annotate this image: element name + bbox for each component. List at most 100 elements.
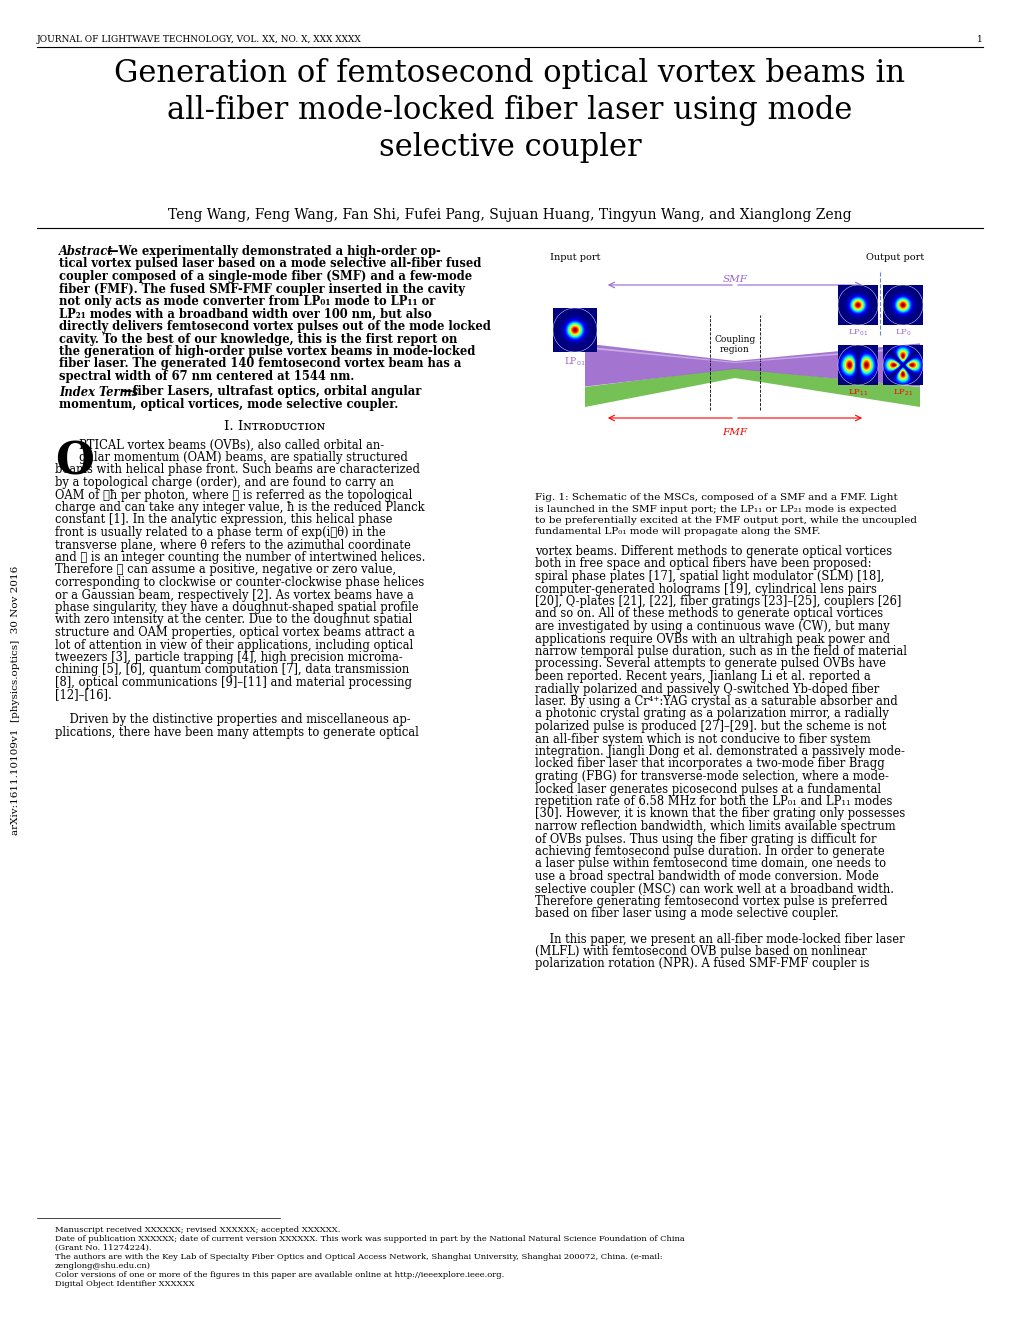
Text: applications require OVBs with an ultrahigh peak power and: applications require OVBs with an ultrah… [535, 632, 890, 645]
Text: (MLFL) with femtosecond OVB pulse based on nonlinear: (MLFL) with femtosecond OVB pulse based … [535, 945, 866, 958]
Text: by a topological charge (order), and are found to carry an: by a topological charge (order), and are… [55, 477, 393, 488]
Text: Date of publication XXXXXX; date of current version XXXXXX. This work was suppor: Date of publication XXXXXX; date of curr… [55, 1236, 684, 1243]
Text: Digital Object Identifier XXXXXX: Digital Object Identifier XXXXXX [55, 1280, 195, 1288]
Text: Generation of femtosecond optical vortex beams in
all-fiber mode-locked fiber la: Generation of femtosecond optical vortex… [114, 58, 905, 162]
Bar [882, 285, 922, 325]
Text: cavity. To the best of our knowledge, this is the first report on: cavity. To the best of our knowledge, th… [59, 333, 457, 346]
Text: Teng Wang, Feng Wang, Fan Shi, Fufei Pang, Sujuan Huang, Tingyun Wang, and Xiang: Teng Wang, Feng Wang, Fan Shi, Fufei Pan… [168, 209, 851, 222]
Text: 1: 1 [976, 36, 982, 44]
Text: computer-generated holograms [19], cylindrical lens pairs: computer-generated holograms [19], cylin… [535, 582, 876, 595]
Text: Fig. 1: Schematic of the MSCs, composed of a SMF and a FMF. Light: Fig. 1: Schematic of the MSCs, composed … [535, 492, 897, 502]
Text: charge and can take any integer value, ħ is the reduced Planck: charge and can take any integer value, ħ… [55, 502, 424, 513]
Text: grating (FBG) for transverse-mode selection, where a mode-: grating (FBG) for transverse-mode select… [535, 770, 888, 783]
Text: arXiv:1611.10109v1  [physics.optics]  30 Nov 2016: arXiv:1611.10109v1 [physics.optics] 30 N… [11, 565, 20, 834]
Text: [8], optical communications [9]–[11] and material processing: [8], optical communications [9]–[11] and… [55, 676, 412, 689]
Text: directly delivers femtosecond vortex pulses out of the mode locked: directly delivers femtosecond vortex pul… [59, 319, 490, 333]
Text: repetition rate of 6.58 MHz for both the LP₀₁ and LP₁₁ modes: repetition rate of 6.58 MHz for both the… [535, 795, 892, 808]
Text: JOURNAL OF LIGHTWAVE TECHNOLOGY, VOL. XX, NO. X, XXX XXXX: JOURNAL OF LIGHTWAVE TECHNOLOGY, VOL. XX… [37, 36, 362, 44]
Text: LP$_{0}$: LP$_{0}$ [894, 327, 910, 338]
Text: beams with helical phase front. Such beams are characterized: beams with helical phase front. Such bea… [55, 463, 420, 477]
Bar [838, 285, 877, 325]
Text: spiral phase plates [17], spatial light modulator (SLM) [18],: spiral phase plates [17], spatial light … [535, 570, 883, 583]
Text: processing. Several attempts to generate pulsed OVBs have: processing. Several attempts to generate… [535, 657, 886, 671]
Text: Coupling: Coupling [713, 335, 755, 345]
Text: O: O [55, 441, 94, 483]
Text: and ℓ is an integer counting the number of intertwined helices.: and ℓ is an integer counting the number … [55, 550, 425, 564]
Text: is launched in the SMF input port; the LP₁₁ or LP₂₁ mode is expected: is launched in the SMF input port; the L… [535, 504, 896, 513]
Text: lot of attention in view of their applications, including optical: lot of attention in view of their applic… [55, 639, 413, 652]
Text: In this paper, we present an all-fiber mode-locked fiber laser: In this paper, we present an all-fiber m… [535, 932, 904, 945]
Text: OAM of ℓħ per photon, where ℓ is referred as the topological: OAM of ℓħ per photon, where ℓ is referre… [55, 488, 412, 502]
Text: radially polarized and passively Q-switched Yb-doped fiber: radially polarized and passively Q-switc… [535, 682, 878, 696]
Bar [838, 345, 877, 385]
Text: selective coupler (MSC) can work well at a broadband width.: selective coupler (MSC) can work well at… [535, 883, 893, 895]
Text: Therefore generating femtosecond vortex pulse is preferred: Therefore generating femtosecond vortex … [535, 895, 887, 908]
Text: front is usually related to a phase term of exp(iℓθ) in the: front is usually related to a phase term… [55, 525, 385, 539]
Text: fundamental LP₀₁ mode will propagate along the SMF.: fundamental LP₀₁ mode will propagate alo… [535, 528, 819, 536]
Text: LP₂₁ modes with a broadband width over 100 nm, but also: LP₂₁ modes with a broadband width over 1… [59, 308, 431, 321]
Text: Color versions of one or more of the figures in this paper are available online : Color versions of one or more of the fig… [55, 1271, 503, 1279]
Text: zenglong@shu.edu.cn): zenglong@shu.edu.cn) [55, 1262, 151, 1270]
Text: based on fiber laser using a mode selective coupler.: based on fiber laser using a mode select… [535, 908, 838, 920]
Text: gular momentum (OAM) beams, are spatially structured: gular momentum (OAM) beams, are spatiall… [78, 451, 408, 465]
Text: a photonic crystal grating as a polarization mirror, a radially: a photonic crystal grating as a polariza… [535, 708, 888, 721]
Text: Output port: Output port [865, 253, 923, 261]
Text: locked laser generates picosecond pulses at a fundamental: locked laser generates picosecond pulses… [535, 783, 880, 796]
Text: narrow reflection bandwidth, which limits available spectrum: narrow reflection bandwidth, which limit… [535, 820, 895, 833]
Text: been reported. Recent years, Jianlang Li et al. reported a: been reported. Recent years, Jianlang Li… [535, 671, 870, 682]
Text: and so on. All of these methods to generate optical vortices: and so on. All of these methods to gener… [535, 607, 882, 620]
Text: —We experimentally demonstrated a high-order op-: —We experimentally demonstrated a high-o… [107, 246, 440, 257]
Polygon shape [735, 368, 919, 407]
Text: both in free space and optical fibers have been proposed:: both in free space and optical fibers ha… [535, 557, 870, 570]
Polygon shape [585, 346, 735, 363]
Text: chining [5], [6], quantum computation [7], data transmission: chining [5], [6], quantum computation [7… [55, 664, 409, 676]
Text: achieving femtosecond pulse duration. In order to generate: achieving femtosecond pulse duration. In… [535, 845, 883, 858]
Polygon shape [585, 343, 735, 387]
Bar [882, 345, 922, 385]
Text: [12]–[16].: [12]–[16]. [55, 689, 112, 701]
Text: structure and OAM properties, optical vortex beams attract a: structure and OAM properties, optical vo… [55, 626, 415, 639]
Text: fiber (FMF). The fused SMF-FMF coupler inserted in the cavity: fiber (FMF). The fused SMF-FMF coupler i… [59, 282, 465, 296]
Text: momentum, optical vortices, mode selective coupler.: momentum, optical vortices, mode selecti… [59, 399, 397, 411]
Bar [552, 308, 596, 352]
Text: vortex beams. Different methods to generate optical vortices: vortex beams. Different methods to gener… [535, 545, 892, 558]
Text: tweezers [3], particle trapping [4], high precision microma-: tweezers [3], particle trapping [4], hig… [55, 651, 403, 664]
Text: of OVBs pulses. Thus using the fiber grating is difficult for: of OVBs pulses. Thus using the fiber gra… [535, 833, 875, 846]
Text: Driven by the distinctive properties and miscellaneous ap-: Driven by the distinctive properties and… [55, 714, 411, 726]
Text: I. Iɴᴛʀᴏᴅᴜᴄᴛɪᴏɴ: I. Iɴᴛʀᴏᴅᴜᴄᴛɪᴏɴ [224, 421, 325, 433]
Text: coupler composed of a single-mode fiber (SMF) and a few-mode: coupler composed of a single-mode fiber … [59, 271, 472, 282]
Text: use a broad spectral bandwidth of mode conversion. Mode: use a broad spectral bandwidth of mode c… [535, 870, 878, 883]
Text: polarized pulse is produced [27]–[29]. but the scheme is not: polarized pulse is produced [27]–[29]. b… [535, 719, 886, 733]
Text: (Grant No. 11274224).: (Grant No. 11274224). [55, 1243, 152, 1251]
Text: not only acts as mode converter from LP₀₁ mode to LP₁₁ or: not only acts as mode converter from LP₀… [59, 294, 435, 308]
Text: or a Gaussian beam, respectively [2]. As vortex beams have a: or a Gaussian beam, respectively [2]. As… [55, 589, 414, 602]
Text: Manuscript received XXXXXX; revised XXXXXX; accepted XXXXXX.: Manuscript received XXXXXX; revised XXXX… [55, 1226, 340, 1234]
Text: SMF: SMF [721, 275, 747, 284]
Text: a laser pulse within femtosecond time domain, one needs to: a laser pulse within femtosecond time do… [535, 858, 886, 870]
Text: LP$_{01}$: LP$_{01}$ [564, 355, 585, 367]
Text: fiber laser. The generated 140 femtosecond vortex beam has a: fiber laser. The generated 140 femtoseco… [59, 358, 461, 371]
Text: Therefore ℓ can assume a positive, negative or zero value,: Therefore ℓ can assume a positive, negat… [55, 564, 395, 577]
Text: with zero intensity at the center. Due to the doughnut spatial: with zero intensity at the center. Due t… [55, 614, 412, 627]
Text: constant [1]. In the analytic expression, this helical phase: constant [1]. In the analytic expression… [55, 513, 392, 527]
Text: an all-fiber system which is not conducive to fiber system: an all-fiber system which is not conduci… [535, 733, 870, 746]
Text: Abstract: Abstract [59, 246, 113, 257]
Polygon shape [735, 343, 919, 387]
Text: corresponding to clockwise or counter-clockwise phase helices: corresponding to clockwise or counter-cl… [55, 576, 424, 589]
Text: spectral width of 67 nm centered at 1544 nm.: spectral width of 67 nm centered at 1544… [59, 370, 354, 383]
Text: —fiber Lasers, ultrafast optics, orbital angular: —fiber Lasers, ultrafast optics, orbital… [121, 385, 421, 399]
Text: locked fiber laser that incorporates a two-mode fiber Bragg: locked fiber laser that incorporates a t… [535, 758, 883, 771]
Text: the generation of high-order pulse vortex beams in mode-locked: the generation of high-order pulse vorte… [59, 345, 475, 358]
Text: to be preferentially excited at the FMF output port, while the uncoupled: to be preferentially excited at the FMF … [535, 516, 916, 525]
Text: polarization rotation (NPR). A fused SMF-FMF coupler is: polarization rotation (NPR). A fused SMF… [535, 957, 868, 970]
Text: LP$_{01}$: LP$_{01}$ [847, 327, 867, 338]
Text: phase singularity, they have a doughnut-shaped spatial profile: phase singularity, they have a doughnut-… [55, 601, 418, 614]
Text: tical vortex pulsed laser based on a mode selective all-fiber fused: tical vortex pulsed laser based on a mod… [59, 257, 481, 271]
Text: are investigated by using a continuous wave (CW), but many: are investigated by using a continuous w… [535, 620, 889, 634]
Polygon shape [585, 368, 735, 407]
Text: Input port: Input port [549, 253, 599, 261]
Text: region: region [719, 345, 749, 354]
Text: [20], Q-plates [21], [22], fiber gratings [23]–[25], couplers [26]: [20], Q-plates [21], [22], fiber grating… [535, 595, 901, 609]
Text: LP$_{21}$: LP$_{21}$ [892, 387, 912, 397]
Text: [30]. However, it is known that the fiber grating only possesses: [30]. However, it is known that the fibe… [535, 808, 905, 821]
